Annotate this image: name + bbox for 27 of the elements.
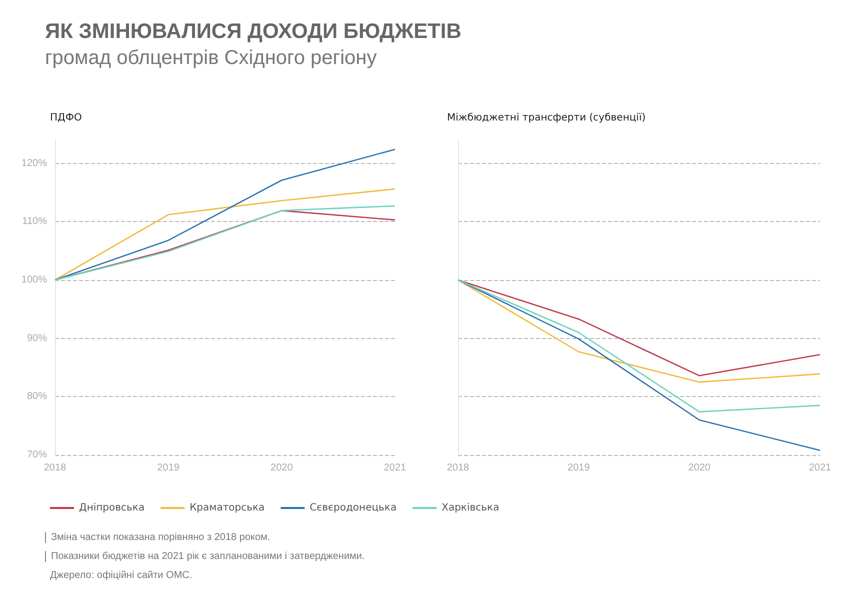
- y-tick-label: 120%: [21, 158, 48, 169]
- text: Зміна частки показана порівняно з 2018 роком.: [45, 532, 270, 543]
- line-series: [54, 148, 396, 281]
- y-tick-label: 70%: [26, 450, 48, 460]
- x-tick-label: 2018: [44, 462, 67, 474]
- x-tick-label: 2019: [568, 462, 590, 474]
- line-series: [54, 188, 396, 281]
- chart-title: Міжбюджетні трансферти (субвенції): [447, 112, 646, 124]
- text: ЯК ЗМІНЮВАЛИСЯ ДОХОДИ БЮДЖЕТІВ: [45, 20, 462, 44]
- text: громад облцентрів Східного регіону: [45, 47, 377, 70]
- text: Показники бюджетів на 2021 рік є запланованими і затвердженими.: [45, 551, 365, 562]
- text: Джерело: офіційні сайти ОМС.: [49, 570, 192, 581]
- legend-label: Харківська: [442, 502, 500, 514]
- legend-label: Сєвєродонецька: [310, 502, 397, 514]
- x-tick-label: 2020: [270, 462, 294, 474]
- y-tick-label: 80%: [26, 391, 48, 402]
- x-tick-label: 2019: [157, 462, 180, 474]
- x-tick-label: 2021: [384, 462, 407, 474]
- y-tick-label: 100%: [21, 274, 48, 286]
- chart-title: ПДФО: [50, 112, 82, 124]
- x-tick-label: 2018: [446, 462, 470, 474]
- x-tick-label: 2021: [808, 462, 832, 474]
- y-tick-label: 110%: [22, 216, 48, 228]
- legend-label: Дніпровська: [79, 502, 145, 514]
- y-tick-label: 90%: [26, 332, 48, 344]
- x-tick-label: 2020: [688, 462, 711, 474]
- legend-label: Краматорська: [190, 502, 265, 514]
